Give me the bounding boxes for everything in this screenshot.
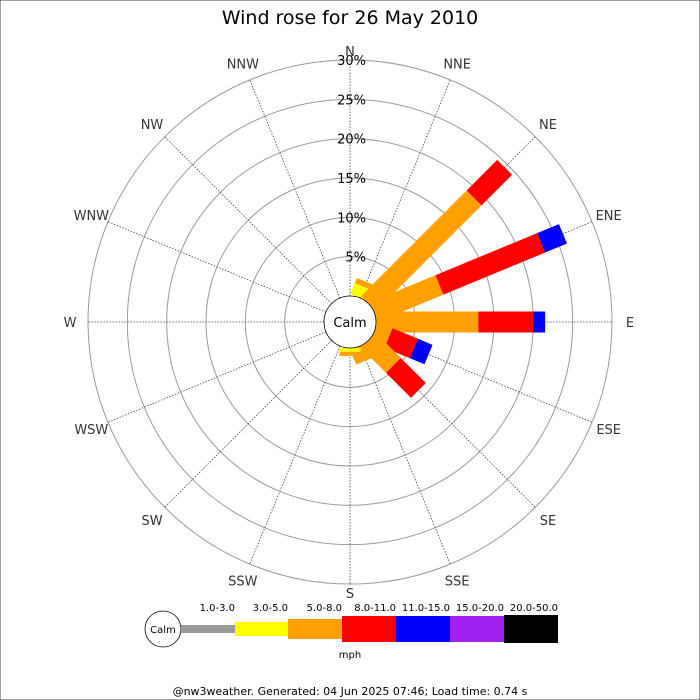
tick-label-30: 30% [337,54,366,69]
bar-e-8.0-11.0 [478,311,534,333]
direction-labels: N NNE NE ENE E ESE SE SSE S SSW SW WSW W WNW NW NNW [64,45,635,602]
grid-circle-30 [87,59,613,585]
legend-swatch-5.0-8.0 [288,619,342,639]
tick-label-20: 20% [337,133,366,148]
bar-e-5.0-8.0 [376,311,479,333]
radial-tick-labels: 5% 10% 15% 20% 25% 30% [337,54,366,266]
grid-circle-25 [126,98,574,546]
spoke-sw [164,340,332,508]
bar-e-11.0-15.0 [533,311,546,333]
direction-label-se: SE [540,514,556,529]
tick-label-25: 25% [337,93,366,108]
direction-label-ne: NE [539,118,557,133]
chart-title: Wind rose for 26 May 2010 [222,7,479,29]
bar-ene-11.0-15.0 [537,224,568,253]
bar-se-5.0-8.0 [360,332,401,373]
direction-label-s: S [346,587,354,602]
calm-circle: Calm [323,295,377,349]
spoke-sse [359,345,451,565]
direction-label-w: W [64,316,77,331]
legend-swatch-3.0-5.0 [235,622,288,636]
spoke-wnw [107,221,327,313]
bar-ne-8.0-11.0 [466,159,513,206]
direction-label-e: E [626,316,634,331]
spoke-wsw [107,331,327,423]
legend-swatch-1.0-3.0 [181,625,235,633]
direction-label-ese: ESE [596,423,621,438]
legend-label-20.0-50.0: 20.0-50.0 [510,603,558,614]
tick-label-5: 5% [345,251,366,266]
direction-label-sw: SW [141,514,162,529]
direction-label-ene: ENE [596,209,622,224]
legend-label-11.0-15.0: 11.0-15.0 [402,603,450,614]
wind-bars [339,159,568,398]
bar-s-5.0-8.0 [339,351,361,356]
legend-swatch-15.0-20.0 [450,616,504,642]
tick-label-10: 10% [337,211,366,226]
direction-label-wnw: WNW [74,209,110,224]
bar-ne-5.0-8.0 [360,190,482,312]
direction-label-sse: SSE [445,575,470,590]
bar-ese-11.0-15.0 [409,338,433,365]
bar-ene-8.0-11.0 [435,233,546,295]
bar-ene-5.0-8.0 [370,275,444,322]
direction-label-ssw: SSW [228,575,258,590]
legend-label-8.0-11.0: 8.0-11.0 [354,603,396,614]
bar-se-8.0-11.0 [385,357,426,398]
legend-label-5.0-8.0: 5.0-8.0 [307,603,342,614]
spoke-nne [359,79,451,299]
legend-swatch-11.0-15.0 [396,616,450,642]
footer: @nw3weather. Generated: 04 Jun 2025 07:4… [173,685,528,698]
legend-calm-label: Calm [150,625,176,636]
bar-s-3.0-5.0 [339,348,361,352]
calm-label: Calm [333,316,366,331]
legend-label-3.0-5.0: 3.0-5.0 [253,603,288,614]
tick-label-15: 15% [337,172,366,187]
legend-label-15.0-20.0: 15.0-20.0 [456,603,504,614]
legend-unit: mph [339,650,361,661]
legend-label-1.0-3.0: 1.0-3.0 [200,603,235,614]
direction-label-wsw: WSW [74,423,108,438]
direction-label-nne: NNE [443,57,471,72]
speed-legend: Calm 1.0-3.0 3.0-5.0 5.0-8.0 8.0-11.0 11.0-15… [144,603,558,661]
calm-disk [323,295,377,349]
legend-swatch-8.0-11.0 [342,616,396,642]
direction-label-nnw: NNW [227,57,259,72]
spoke-nnw [249,79,341,299]
direction-label-nw: NW [141,118,164,133]
spoke-nw [164,136,332,304]
legend-swatch-20.0-50.0 [504,615,558,643]
direction-label-n: N [345,45,355,60]
spoke-ssw [249,345,341,565]
bar-sse-5.0-8.0 [350,342,376,365]
